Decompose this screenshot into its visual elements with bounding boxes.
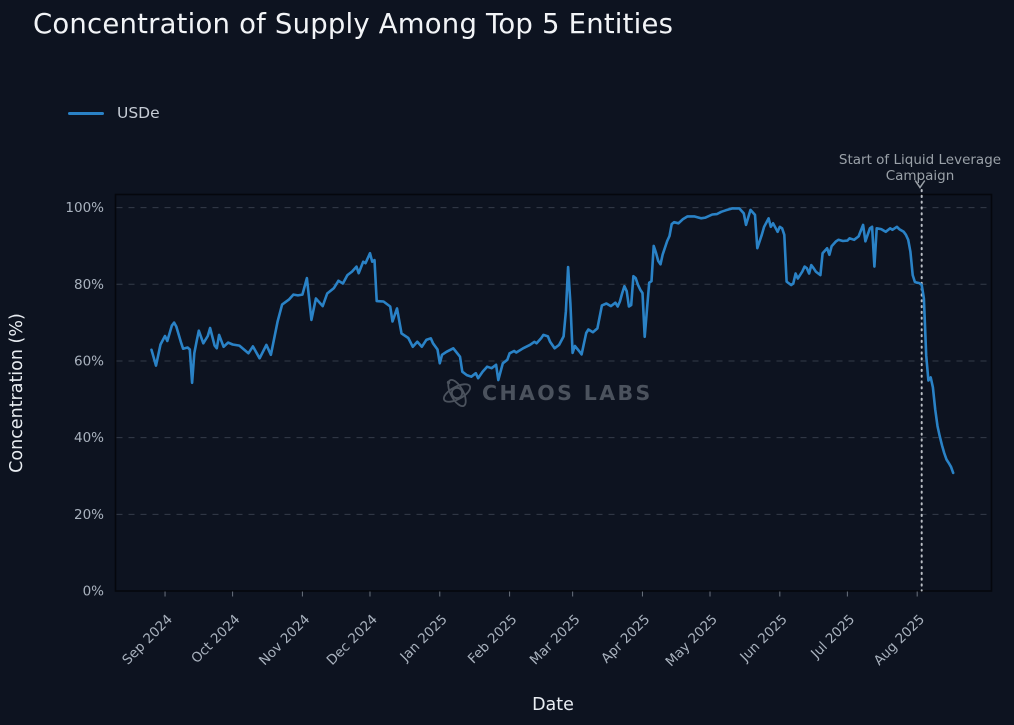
legend: USDe xyxy=(68,104,160,122)
plot-border xyxy=(114,193,993,592)
x-tick-label: Mar 2025 xyxy=(527,612,584,669)
x-tick-label: Aug 2025 xyxy=(871,612,928,669)
x-tick-label: Jan 2025 xyxy=(397,612,451,666)
gridlines: 0% 20% 40% 60% 80% 100% Sep 2024 Oct 2024 Nov 20… xyxy=(65,200,991,670)
watermark-text: CHAOS LABS xyxy=(482,381,653,405)
annotation-arrow-down-icon xyxy=(914,180,926,189)
x-tick-label: Nov 2024 xyxy=(256,612,313,669)
x-tick-label: Feb 2025 xyxy=(465,612,521,668)
x-tick-label: May 2025 xyxy=(662,612,720,670)
x-tick-label: Oct 2024 xyxy=(188,612,243,667)
y-tick-label: 100% xyxy=(65,200,104,216)
usde-line-series xyxy=(150,207,955,475)
x-tick-label: Jun 2025 xyxy=(736,612,790,666)
y-tick-label: 0% xyxy=(83,584,105,600)
annotation-start-of-liquid-leverage-campaign: Start of Liquid Leverage Campaign xyxy=(839,152,1001,189)
annotation-line2: Campaign xyxy=(886,168,955,184)
y-tick-label: 20% xyxy=(74,507,104,523)
x-tick-label: Jul 2025 xyxy=(807,612,858,663)
x-axis-title: Date xyxy=(532,695,574,715)
y-tick-label: 40% xyxy=(74,430,104,446)
x-tick-label: Dec 2024 xyxy=(324,612,381,669)
legend-label: USDe xyxy=(117,104,160,122)
chart-title: Concentration of Supply Among Top 5 Enti… xyxy=(33,8,674,40)
legend-line-swatch xyxy=(68,111,104,115)
x-tick-label: Sep 2024 xyxy=(119,612,176,669)
watermark: CHAOS LABS xyxy=(442,378,653,408)
chaos-labs-orbit-logo-icon xyxy=(442,378,472,408)
data-series-layer xyxy=(150,189,955,592)
annotation-line1: Start of Liquid Leverage xyxy=(839,152,1001,168)
y-tick-label: 80% xyxy=(74,277,104,293)
x-tick-label: Apr 2025 xyxy=(598,612,653,667)
y-tick-label: 60% xyxy=(74,353,104,369)
y-axis-title: Concentration (%) xyxy=(7,313,27,473)
